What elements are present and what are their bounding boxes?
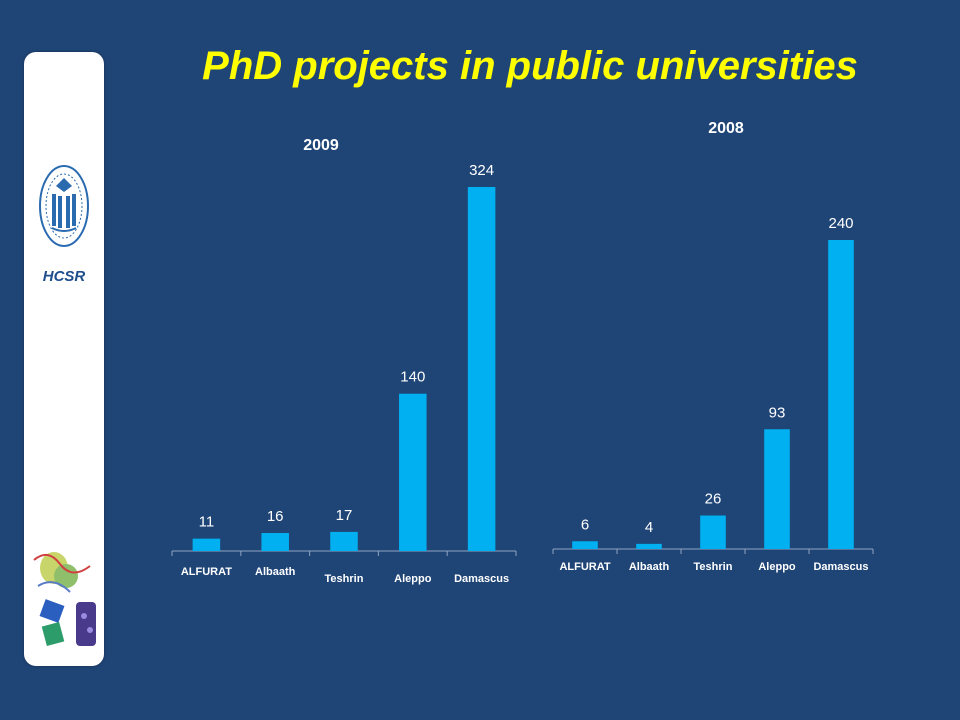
x-tick-label: Albaath bbox=[629, 561, 670, 573]
data-label: 16 bbox=[267, 508, 284, 525]
data-label: 17 bbox=[336, 507, 353, 524]
data-label: 4 bbox=[645, 519, 653, 536]
bar bbox=[467, 187, 496, 551]
bar bbox=[399, 393, 427, 551]
chart-title: 2009 bbox=[303, 137, 339, 154]
bar bbox=[828, 240, 854, 549]
chart-title: 2008 bbox=[708, 120, 744, 137]
molecule-illustration-icon bbox=[33, 552, 96, 646]
data-label: 324 bbox=[469, 162, 494, 179]
x-tick-label: Albaath bbox=[255, 566, 296, 578]
bar bbox=[192, 538, 221, 551]
x-tick-label: Aleppo bbox=[758, 561, 796, 573]
x-tick-label: Damascus bbox=[813, 561, 868, 573]
bar bbox=[330, 531, 358, 551]
bar bbox=[700, 515, 726, 549]
page-title: PhD projects in public universities bbox=[202, 44, 858, 88]
bar bbox=[261, 533, 289, 551]
x-tick-label: Teshrin bbox=[325, 573, 364, 585]
hcsr-logo-icon bbox=[39, 165, 89, 247]
data-label: 6 bbox=[581, 516, 589, 533]
x-tick-label: Teshrin bbox=[694, 561, 733, 573]
bar bbox=[764, 429, 790, 549]
x-tick-label: ALFURAT bbox=[181, 566, 232, 578]
data-label: 240 bbox=[828, 215, 853, 232]
x-tick-label: ALFURAT bbox=[559, 561, 610, 573]
x-tick-label: Damascus bbox=[454, 573, 509, 585]
data-label: 93 bbox=[769, 404, 786, 421]
x-tick-label: Aleppo bbox=[394, 573, 432, 585]
bar bbox=[572, 541, 598, 549]
data-label: 140 bbox=[400, 369, 425, 386]
data-label: 11 bbox=[199, 514, 215, 531]
bar bbox=[636, 543, 662, 549]
sidebar-panel: HCSR bbox=[24, 52, 104, 666]
organization-label: HCSR bbox=[42, 268, 86, 285]
data-label: 26 bbox=[705, 491, 722, 508]
